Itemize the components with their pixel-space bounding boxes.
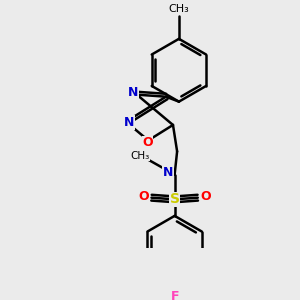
Text: CH₃: CH₃ (169, 4, 189, 14)
Text: O: O (142, 136, 153, 149)
Text: F: F (170, 290, 179, 300)
Text: N: N (128, 86, 139, 99)
Text: O: O (201, 190, 211, 202)
Text: N: N (124, 116, 134, 129)
Text: CH₃: CH₃ (130, 151, 150, 160)
Text: N: N (163, 167, 173, 179)
Text: S: S (169, 192, 180, 206)
Text: O: O (138, 190, 148, 202)
